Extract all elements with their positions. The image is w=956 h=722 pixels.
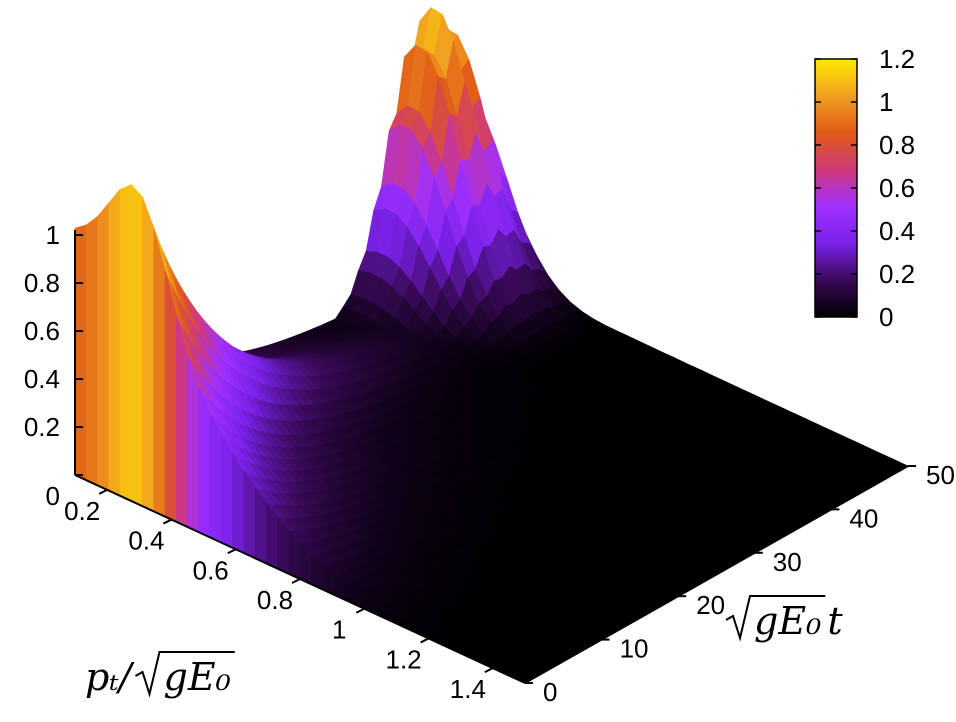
x-tick-mark — [421, 638, 429, 642]
surface-front-patch — [188, 356, 199, 533]
svg-text:t: t — [827, 599, 843, 643]
colorbar-tick-label: 1.2 — [879, 44, 915, 74]
x-tick-label: 1 — [332, 615, 346, 645]
surface-front-patch — [109, 189, 120, 495]
y-tick-label: 40 — [849, 503, 878, 533]
x-tick-label: 0.2 — [64, 496, 100, 526]
surface-front-patch — [210, 413, 221, 542]
surface-front-patch — [143, 197, 154, 511]
surface-front-patch — [86, 217, 97, 486]
y-tick-label: 20 — [696, 590, 725, 620]
z-tick-label: 0.6 — [24, 316, 60, 346]
x-tick-mark — [99, 490, 107, 494]
svg-text:pₜ/: pₜ/ — [85, 655, 135, 699]
colorbar-tick-label: 0.4 — [879, 216, 915, 246]
x-tick-label: 0.4 — [128, 526, 164, 556]
surface-front-patch — [131, 185, 142, 507]
z-tick-label: 0.2 — [24, 412, 60, 442]
z-tick-label: 0 — [46, 481, 60, 511]
x-tick-label: 0.8 — [257, 585, 293, 615]
x-tick-mark — [228, 549, 236, 553]
y-tick-label: 50 — [926, 460, 955, 490]
z-tick-label: 1 — [46, 220, 60, 250]
colorbar-tick-label: 0.6 — [879, 173, 915, 203]
z-tick-label: 0.4 — [24, 364, 60, 394]
colorbar-tick-label: 1 — [879, 87, 893, 117]
surface-front-patch — [221, 435, 232, 548]
x-tick-label: 1.2 — [385, 644, 421, 674]
x-tick-label: 0.6 — [193, 555, 229, 585]
svg-text:gE₀: gE₀ — [754, 599, 821, 643]
x-tick-mark — [356, 609, 364, 613]
surface-front-patch — [165, 271, 176, 522]
surface-front-patch — [98, 203, 109, 491]
z-tick-label: 0.8 — [24, 268, 60, 298]
x-axis-title: pₜ/gE₀ — [85, 652, 235, 699]
surface-front-patch — [120, 185, 131, 501]
colorbar-tick-label: 0.8 — [879, 130, 915, 160]
colorbar-gradient — [815, 59, 857, 317]
svg-text:gE₀: gE₀ — [164, 655, 231, 699]
y-tick-label: 30 — [773, 547, 802, 577]
x-tick-mark — [292, 579, 300, 583]
colorbar-tick-label: 0 — [879, 302, 893, 332]
surface-front-patch — [154, 228, 165, 517]
colorbar: 0 0.2 0.4 0.6 0.8 1 1.2 — [815, 44, 915, 332]
y-tick-label: 0 — [543, 677, 557, 707]
surface-front-patch — [233, 454, 244, 553]
surface-front-patch — [75, 225, 86, 480]
x-tick-mark — [485, 668, 493, 672]
surface-front-patch — [199, 388, 210, 538]
x-tick-mark — [163, 520, 171, 524]
x-tick-label: 1.4 — [450, 674, 486, 704]
y-tick-label: 10 — [620, 634, 649, 664]
colorbar-tick-label: 0.2 — [879, 259, 915, 289]
